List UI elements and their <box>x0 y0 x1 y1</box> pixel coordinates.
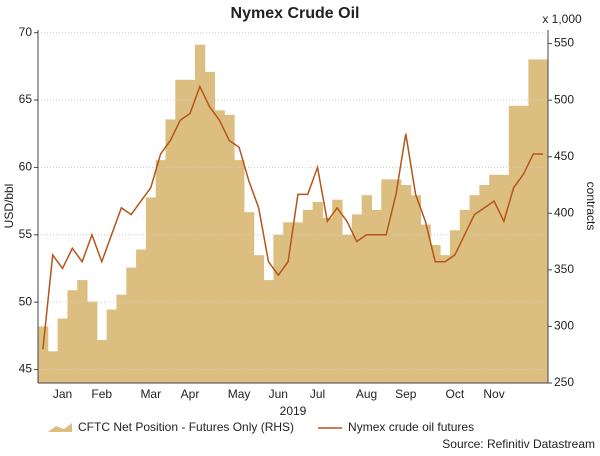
y2-tick-label: 350 <box>554 262 574 276</box>
area-step <box>400 185 412 383</box>
area-step <box>243 212 255 383</box>
y-tick-label: 65 <box>19 92 33 106</box>
area-step <box>538 59 549 384</box>
area-step <box>57 318 68 383</box>
area-step <box>263 280 274 383</box>
y2-tick-label: 450 <box>554 149 574 163</box>
area-step <box>391 179 402 383</box>
x-axis-label: 2019 <box>280 404 307 418</box>
x-tick-label: Aug <box>356 387 377 401</box>
area-step <box>351 214 363 383</box>
area-step <box>508 105 520 383</box>
x-tick-label: Feb <box>91 387 112 401</box>
x-tick-label: Jan <box>53 387 72 401</box>
y-axis-label: USD/bbl <box>2 184 16 229</box>
area-step <box>175 79 186 384</box>
area-step <box>194 44 206 383</box>
y2-tick-label: 500 <box>554 92 574 106</box>
area-step <box>204 71 216 383</box>
area-step <box>322 217 333 383</box>
legend-swatch <box>48 423 72 432</box>
area-step <box>449 230 461 383</box>
area-step <box>106 309 117 383</box>
area-step <box>224 114 235 383</box>
x-tick-label: Apr <box>181 387 200 401</box>
area-step <box>234 160 245 383</box>
y-tick-label: 60 <box>19 160 33 174</box>
area-step <box>342 234 353 383</box>
area-step <box>165 119 176 383</box>
area-step <box>381 179 392 383</box>
area-step <box>312 201 323 383</box>
area-step <box>136 249 147 383</box>
x-tick-label: May <box>228 387 251 401</box>
area-step <box>469 195 480 383</box>
y2-tick-label: 550 <box>554 36 574 50</box>
y2-tick-label: 400 <box>554 205 574 219</box>
y-tick-label: 55 <box>19 227 33 241</box>
y2-axis-label: contracts <box>584 182 598 231</box>
area-step <box>332 199 343 383</box>
area-step <box>96 340 108 383</box>
legend-label: CFTC Net Position - Futures Only (RHS) <box>78 420 294 434</box>
area-step <box>410 195 421 383</box>
x-tick-label: Jul <box>310 387 325 401</box>
area-step <box>38 326 49 383</box>
area-step <box>253 255 265 383</box>
area-step <box>87 301 98 383</box>
area-step <box>47 351 59 383</box>
area-step <box>361 195 372 383</box>
x-tick-label: Sep <box>395 387 417 401</box>
area-step <box>528 59 539 384</box>
x-tick-label: Jun <box>269 387 288 401</box>
legend-label: Nymex crude oil futures <box>348 420 474 434</box>
y2-tick-label: 300 <box>554 319 574 333</box>
area-step <box>498 174 510 383</box>
y2-unit: x 1,000 <box>542 12 582 26</box>
x-tick-label: Nov <box>483 387 504 401</box>
area-step <box>518 105 529 383</box>
area-step <box>214 110 225 383</box>
source: Source: Refinitiv Datastream <box>442 437 595 451</box>
area-step <box>185 79 196 384</box>
area-step <box>371 209 382 383</box>
price-line <box>42 84 544 350</box>
area-step <box>77 280 88 383</box>
area-step <box>440 255 451 383</box>
y-tick-label: 50 <box>19 294 33 308</box>
area-step <box>273 234 284 383</box>
y2-tick-label: 250 <box>554 375 574 389</box>
y-tick-label: 70 <box>19 25 33 39</box>
y-tick-label: 45 <box>19 362 33 376</box>
x-tick-label: Oct <box>445 387 464 401</box>
x-tick-label: Mar <box>140 387 161 401</box>
area-step <box>116 294 127 383</box>
area-step <box>283 222 294 383</box>
area-step <box>155 160 166 383</box>
area-step <box>67 290 78 383</box>
area-step <box>420 224 431 383</box>
area-step <box>145 197 157 383</box>
area-step <box>479 185 490 383</box>
area-step <box>293 222 304 383</box>
area-step <box>126 267 137 383</box>
area-step <box>302 209 314 383</box>
area-step <box>430 244 441 383</box>
chart-title: Nymex Crude Oil <box>231 5 360 22</box>
area-step <box>459 209 471 383</box>
area-step <box>489 174 500 383</box>
